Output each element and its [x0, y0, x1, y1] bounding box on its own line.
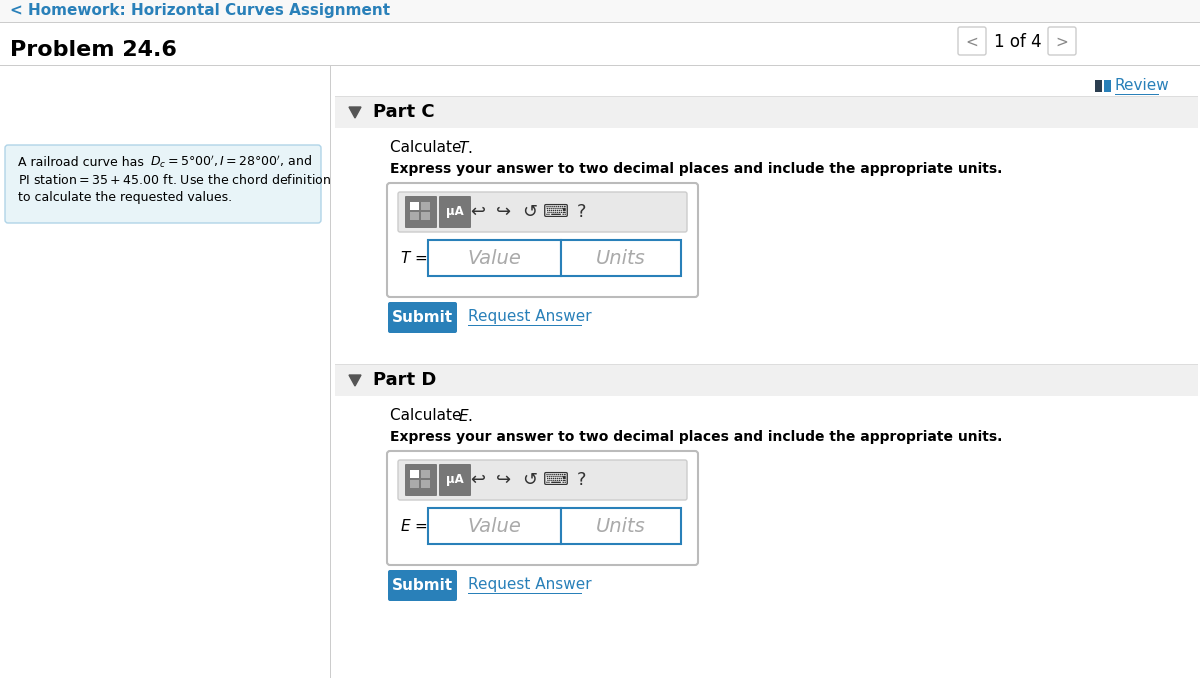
Bar: [335, 96, 1198, 128]
Text: Calculate: Calculate: [390, 140, 467, 155]
Bar: [335, 364, 1198, 396]
FancyBboxPatch shape: [1048, 27, 1076, 55]
Text: Submit: Submit: [391, 578, 452, 593]
Text: <: <: [966, 35, 978, 49]
Text: A railroad curve has: A railroad curve has: [18, 155, 148, 169]
Text: $D_c = 5°00', I = 28°00'$, and: $D_c = 5°00', I = 28°00'$, and: [150, 154, 312, 170]
Bar: [562, 240, 682, 276]
FancyBboxPatch shape: [388, 570, 457, 601]
FancyBboxPatch shape: [386, 183, 698, 297]
Text: < Homework: Horizontal Curves Assignment: < Homework: Horizontal Curves Assignment: [10, 3, 390, 18]
Text: Value: Value: [468, 249, 522, 268]
Polygon shape: [349, 107, 361, 118]
Bar: [562, 508, 682, 544]
Text: ↪: ↪: [497, 471, 511, 489]
Bar: [468, 325, 582, 326]
Text: Request Answer: Request Answer: [468, 578, 592, 593]
Text: >: >: [1056, 35, 1068, 49]
Text: 1 of 4: 1 of 4: [994, 33, 1042, 51]
Text: Express your answer to two decimal places and include the appropriate units.: Express your answer to two decimal place…: [390, 162, 1002, 176]
FancyBboxPatch shape: [398, 192, 686, 232]
Text: $\mathregular{PI\ station} = 35 + 45.00\ \mathregular{ft}$. Use the chord defini: $\mathregular{PI\ station} = 35 + 45.00\…: [18, 173, 331, 187]
Text: Units: Units: [596, 517, 646, 536]
Text: ⌨: ⌨: [542, 471, 569, 489]
Text: ↪: ↪: [497, 203, 511, 221]
FancyBboxPatch shape: [958, 27, 986, 55]
Text: Part D: Part D: [373, 371, 437, 389]
FancyBboxPatch shape: [388, 302, 457, 333]
Bar: [1096, 80, 1102, 92]
Text: Express your answer to two decimal places and include the appropriate units.: Express your answer to two decimal place…: [390, 430, 1002, 444]
Bar: [0, 22, 1200, 23]
Text: Review: Review: [1115, 79, 1170, 94]
Text: Calculate: Calculate: [390, 409, 467, 424]
FancyBboxPatch shape: [406, 464, 437, 496]
FancyBboxPatch shape: [439, 464, 470, 496]
Text: $T$.: $T$.: [458, 140, 473, 156]
Text: ↺: ↺: [522, 471, 538, 489]
Text: $E$.: $E$.: [458, 408, 473, 424]
Text: ↺: ↺: [522, 203, 538, 221]
Bar: [421, 470, 430, 478]
FancyBboxPatch shape: [406, 196, 437, 228]
Text: $E$ =: $E$ =: [400, 518, 427, 534]
Text: Submit: Submit: [391, 309, 452, 325]
Bar: [0, 65, 1200, 66]
Bar: [410, 202, 419, 210]
Text: ?: ?: [577, 203, 587, 221]
Text: Units: Units: [596, 249, 646, 268]
Text: Value: Value: [468, 517, 522, 536]
Bar: [410, 470, 419, 478]
Bar: [468, 593, 582, 594]
Text: to calculate the requested values.: to calculate the requested values.: [18, 191, 232, 205]
Bar: [428, 508, 562, 544]
Bar: [421, 202, 430, 210]
FancyBboxPatch shape: [398, 460, 686, 500]
Text: Request Answer: Request Answer: [468, 309, 592, 325]
Text: ↩: ↩: [470, 471, 486, 489]
FancyBboxPatch shape: [5, 145, 322, 223]
FancyBboxPatch shape: [386, 451, 698, 565]
Bar: [421, 480, 430, 488]
Text: μA: μA: [446, 473, 464, 487]
Bar: [428, 240, 562, 276]
Bar: [1115, 94, 1159, 95]
Text: $T$ =: $T$ =: [400, 250, 427, 266]
Bar: [0, 0, 1200, 22]
Text: Problem 24.6: Problem 24.6: [10, 40, 176, 60]
Bar: [410, 480, 419, 488]
Bar: [421, 212, 430, 220]
Text: Part C: Part C: [373, 103, 434, 121]
Text: ?: ?: [577, 471, 587, 489]
Text: ↩: ↩: [470, 203, 486, 221]
FancyBboxPatch shape: [439, 196, 470, 228]
Bar: [1104, 80, 1111, 92]
Text: μA: μA: [446, 205, 464, 218]
Text: ⌨: ⌨: [542, 203, 569, 221]
Polygon shape: [349, 375, 361, 386]
Bar: [335, 364, 1198, 365]
Bar: [410, 212, 419, 220]
Bar: [335, 96, 1198, 97]
